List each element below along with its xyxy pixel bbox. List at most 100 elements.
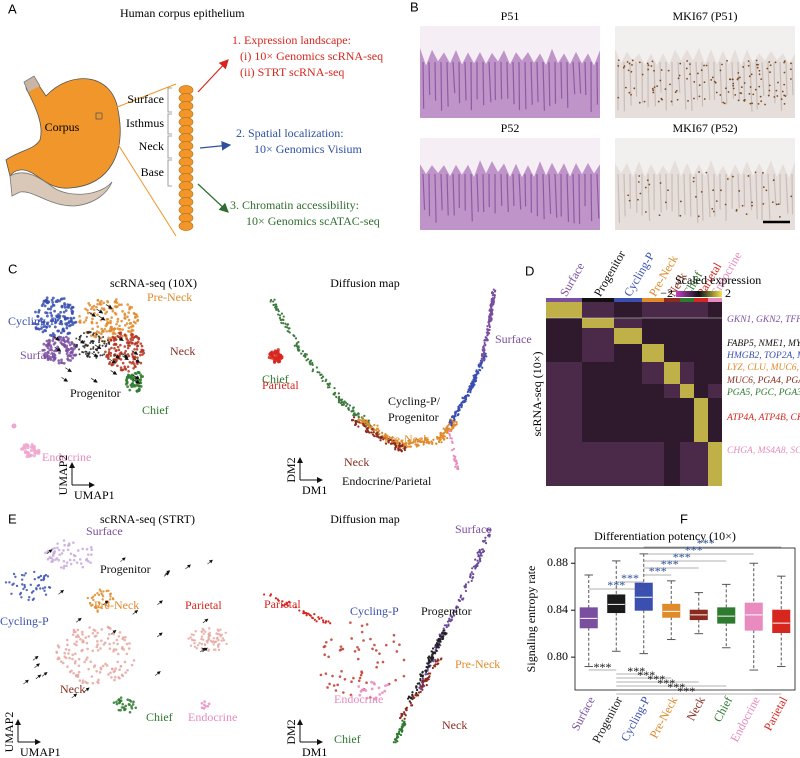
cell-dot xyxy=(114,667,118,670)
cell-dot xyxy=(135,345,139,348)
cell-dot xyxy=(98,336,101,339)
cell-dot xyxy=(347,406,350,410)
cell-dot xyxy=(212,637,216,640)
cell-dot xyxy=(66,544,70,547)
velocity-arrow xyxy=(202,647,208,653)
gland xyxy=(791,61,794,96)
cell-dot xyxy=(193,642,196,645)
cell-dot xyxy=(404,722,407,726)
ki67-dot xyxy=(758,73,761,76)
cell-dot xyxy=(68,343,72,347)
cell-dot xyxy=(136,362,139,365)
cell-dot xyxy=(98,337,101,340)
cell-dot xyxy=(78,558,82,561)
cell-dot xyxy=(115,322,118,326)
cell-dot xyxy=(408,445,411,448)
heatmap-block xyxy=(694,318,708,328)
cell-dot xyxy=(65,561,69,564)
cell-dot xyxy=(425,684,428,687)
cluster-label: Neck xyxy=(344,455,369,469)
cell-dot xyxy=(470,387,473,390)
cell-dot xyxy=(84,307,87,311)
cell-dot xyxy=(84,353,87,356)
cell-dot xyxy=(315,366,318,369)
cell-dot xyxy=(20,573,24,577)
ki67-dot xyxy=(670,100,673,103)
cell-dot xyxy=(401,443,404,446)
cell-dot xyxy=(88,626,91,629)
gland xyxy=(500,173,503,206)
cell-dot xyxy=(60,297,64,301)
cell-dot xyxy=(124,368,128,371)
cell-dot xyxy=(141,375,145,378)
ki67-dot xyxy=(693,81,696,83)
ki67-dot xyxy=(679,214,682,217)
cell-dot xyxy=(112,649,115,653)
cell-dot xyxy=(421,688,424,691)
cell-dot xyxy=(93,629,97,632)
cell-dot xyxy=(62,338,66,342)
cell-dot xyxy=(76,549,80,552)
cell-dot xyxy=(446,436,449,440)
cell-dot xyxy=(91,631,95,635)
velocity-arrow xyxy=(207,559,213,565)
image-title: P51 xyxy=(501,9,520,23)
ki67-dot xyxy=(627,69,630,72)
cell-dot xyxy=(316,370,319,374)
cell-dot xyxy=(352,676,355,680)
gland xyxy=(755,61,758,110)
gland xyxy=(707,61,711,100)
cell-dot xyxy=(110,316,113,319)
cell-dot xyxy=(293,344,296,347)
cell-dot xyxy=(56,644,60,647)
cell-dot xyxy=(338,675,342,678)
layer-label: Surface xyxy=(127,92,164,106)
cell-dot xyxy=(121,637,124,641)
panel-label: D xyxy=(525,263,534,278)
cell-dot xyxy=(20,596,23,599)
significance-label: *** xyxy=(677,684,695,698)
cell-dot xyxy=(113,678,116,682)
cell-dot xyxy=(112,328,116,331)
cell-dot xyxy=(130,342,134,345)
heatmap-block xyxy=(614,302,642,318)
cell-dot xyxy=(104,603,107,607)
cell-dot xyxy=(330,638,333,641)
cell-dot xyxy=(56,329,60,333)
cell-dot xyxy=(401,719,404,722)
ki67-dot xyxy=(719,69,722,72)
ki67-dot xyxy=(775,203,778,206)
axis-label: UMAP2 xyxy=(56,455,70,496)
cell-dot xyxy=(77,670,81,674)
cell-dot xyxy=(130,382,134,386)
cell-dot xyxy=(107,589,110,593)
cell-dot xyxy=(279,318,283,322)
cell-dot xyxy=(75,635,78,639)
significance-label: *** xyxy=(607,578,625,592)
cell-dot xyxy=(132,357,136,361)
cell-dot xyxy=(362,688,365,692)
cluster-label: Chief xyxy=(146,710,173,724)
cell-dot xyxy=(414,693,417,697)
cell-dot xyxy=(375,429,378,432)
cell-dot xyxy=(348,404,351,407)
cell-dot xyxy=(365,419,368,422)
ki67-dot xyxy=(628,199,631,202)
velocity-arrow xyxy=(54,346,62,352)
cell-dot xyxy=(68,656,71,660)
ki67-dot xyxy=(762,172,764,174)
cell-dot xyxy=(53,341,57,345)
cell-dot xyxy=(204,705,208,708)
cell-dot xyxy=(430,440,433,443)
cell-dot xyxy=(132,362,136,366)
cell-dot xyxy=(437,637,440,641)
layer-brackets xyxy=(167,87,172,187)
cell-dot xyxy=(19,591,23,595)
velocity-arrow xyxy=(157,600,163,605)
cell-dot xyxy=(125,380,129,384)
cell-dot xyxy=(323,653,326,657)
cell-dot xyxy=(69,359,72,362)
cell-dot xyxy=(118,676,121,680)
cell-dot xyxy=(445,632,448,635)
ki67-dot xyxy=(700,190,703,193)
